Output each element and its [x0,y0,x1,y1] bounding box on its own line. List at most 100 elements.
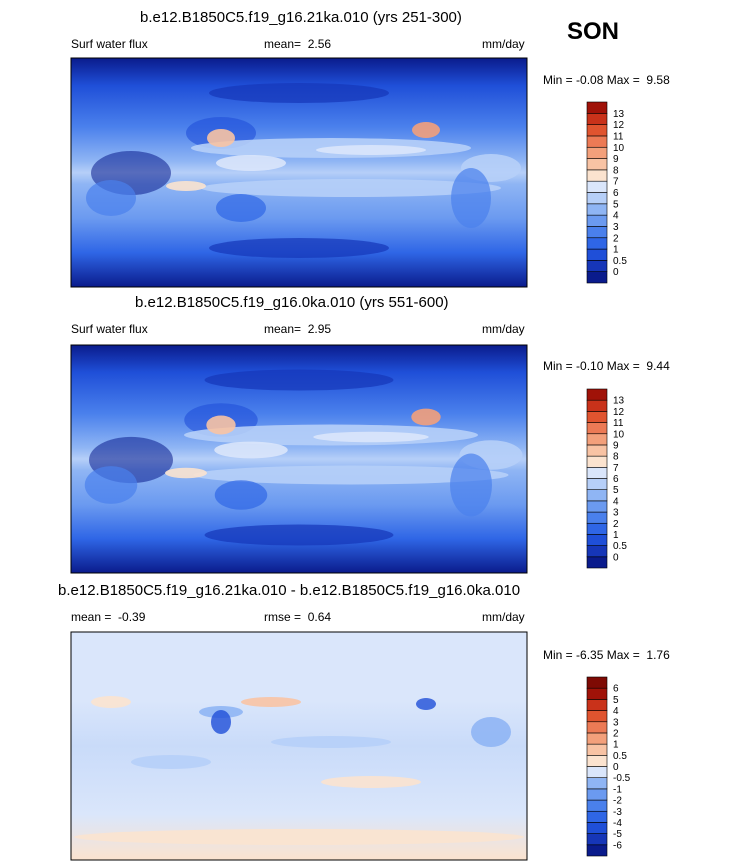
colorbar-2-swatch [586,399,608,412]
colorbar-1-swatch [586,226,608,239]
colorbar-1-tick-label: 0 [613,267,619,278]
colorbar-1-swatch [586,192,608,205]
map-frame-1 [70,57,528,288]
colorbar-2-swatch [586,433,608,446]
colorbar-2-tick-label: 3 [613,508,619,519]
field-contour [166,181,206,191]
colorbar-3-tick-label: -2 [613,796,622,807]
field-contour [271,736,391,748]
panel1-minmax: Min = -0.08 Max = 9.58 [543,73,670,87]
colorbar-2-tick-label: 0 [613,552,619,563]
colorbar-1-swatch [586,135,608,148]
colorbar-3-tick-label: 0.5 [613,751,627,762]
colorbar-1-swatch [586,158,608,171]
colorbar-3-swatch [586,755,608,767]
field-contour [201,179,501,197]
panel3-units: mm/day [482,610,525,624]
colorbar-3-swatch [586,676,608,689]
colorbar-2-tick-label: 7 [613,463,619,474]
colorbar-1-tick-label: 12 [613,120,625,131]
colorbar-2-tick-label: 1 [613,530,619,541]
colorbar-3-tick-label: 2 [613,728,619,739]
field-contour [214,480,268,510]
colorbar-3-tick-label: 1 [613,740,619,751]
field-contour [313,431,429,443]
map-frame-3 [70,631,528,861]
colorbar-1-swatch [586,271,608,284]
field-contour [91,696,131,708]
panel2-minmax: Min = -0.10 Max = 9.44 [543,359,670,373]
colorbar-2-swatch [586,411,608,423]
colorbar-1-swatch [586,203,608,216]
colorbar-3-tick-label: 3 [613,717,619,728]
colorbar-3-swatch [586,844,608,857]
colorbar-1-tick-label: 6 [613,188,619,199]
panel1-mean-label: mean= 2.56 [264,37,332,51]
panel3-rmse-value: 0.64 [307,610,332,624]
panel2-mean-value: 2.95 [307,322,332,336]
colorbar-2-tick-label: 4 [613,496,619,507]
colorbar-1-swatch [586,180,608,193]
colorbar-3-swatch [586,833,608,846]
field-contour [74,829,524,845]
colorbar-2-tick-label: 5 [613,485,619,496]
colorbar-3-tick-label: -4 [613,818,622,829]
colorbar-2-swatch [586,388,608,401]
field-contour [316,145,426,155]
colorbar-3-swatch [586,687,608,700]
panel2-min-value: -0.10 [576,359,604,373]
colorbar-2-tick-label: 8 [613,452,619,463]
panel3-rmse-label: rmse = 0.64 [264,610,332,624]
field-contour [416,698,436,710]
colorbar-2-swatch [586,467,608,479]
colorbar-3-swatch [586,788,608,801]
colorbar-3-swatch [586,822,608,834]
colorbar-2-tick-label: 12 [613,407,625,418]
map-frame-2 [70,344,528,574]
colorbar-2-swatch [586,511,608,524]
colorbar-3-tick-label: -5 [613,829,622,840]
field-contour [204,524,394,546]
colorbar-3-swatch [586,766,608,778]
colorbar-1-swatch [586,260,608,272]
colorbar-1-tick-label: 13 [613,109,625,120]
panel1-units: mm/day [482,37,525,51]
panel1-title: b.e12.B1850C5.f19_g16.21ka.010 (yrs 251-… [140,9,462,26]
colorbar-2-tick-label: 13 [613,396,625,407]
colorbar-1-swatch [586,237,608,250]
field-contour [165,467,207,479]
panel2-title: b.e12.B1850C5.f19_g16.0ka.010 (yrs 551-6… [135,294,449,311]
colorbar-2-swatch [586,422,608,435]
colorbar-1-tick-label: 4 [613,211,619,222]
colorbar-1-tick-label: 2 [613,233,619,244]
field-contour [209,83,389,103]
season-label: SON [567,18,620,45]
colorbar-2-swatch [586,522,608,535]
colorbar-2-swatch [586,500,608,513]
panel3-mean-label: mean = -0.39 [71,610,146,624]
colorbar-1-tick-label: 10 [613,143,625,154]
panel2-max-value: 9.44 [646,359,670,373]
panel3-mean-value: -0.39 [118,610,146,624]
colorbar-3-swatch [586,799,608,812]
colorbar-1-tick-label: 8 [613,165,619,176]
panel1-min-value: -0.08 [576,73,604,87]
field-contour [204,369,394,391]
field-contour [450,453,492,517]
map-panel-3 [71,632,527,860]
field-contour [411,408,441,426]
colorbar-1-swatch [586,146,608,159]
colorbar-3-swatch [586,699,608,711]
colorbar-2-swatch [586,545,608,558]
field-contour [214,441,288,459]
field-contour [471,717,511,747]
colorbar-2-tick-label: 0.5 [613,541,627,552]
colorbar-1-swatch [586,124,608,137]
colorbar-3-swatch [586,710,608,723]
colorbar-3-tick-label: 4 [613,706,619,717]
colorbar-3-tick-label: 6 [613,684,619,695]
